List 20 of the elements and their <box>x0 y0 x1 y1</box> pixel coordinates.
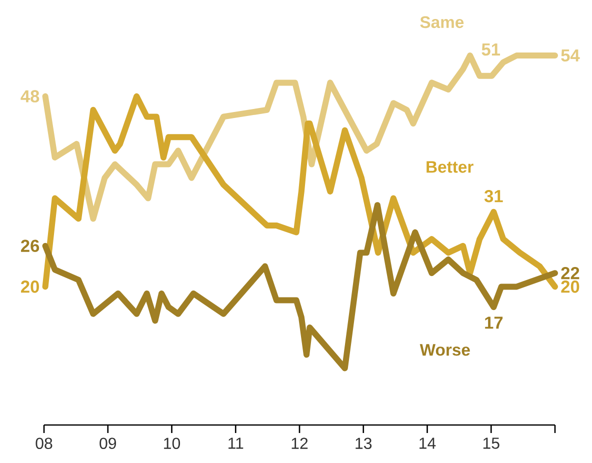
data-label: 20 <box>561 280 580 293</box>
x-tick-label: 09 <box>100 438 116 450</box>
x-tick-label: 10 <box>164 438 180 450</box>
data-label: 54 <box>561 49 580 62</box>
data-label: 48 <box>20 90 40 102</box>
x-tick-label: 11 <box>228 438 244 449</box>
data-label: 17 <box>485 316 503 329</box>
data-label: 22 <box>561 267 580 280</box>
text: Better <box>426 161 474 173</box>
x-tick-label: 13 <box>356 438 372 450</box>
data-label: 20 <box>21 280 39 293</box>
series-label: Same <box>420 16 464 28</box>
x-tick-label: 15 <box>483 438 500 449</box>
text: Worse <box>420 344 470 356</box>
x-tick-label: 14 <box>420 438 436 449</box>
x-tick-label: 12 <box>292 438 308 449</box>
data-label: 26 <box>21 240 40 252</box>
data-label: 51 <box>482 44 500 56</box>
x-tick-label: 08 <box>36 438 52 450</box>
data-label: 31 <box>484 190 503 202</box>
